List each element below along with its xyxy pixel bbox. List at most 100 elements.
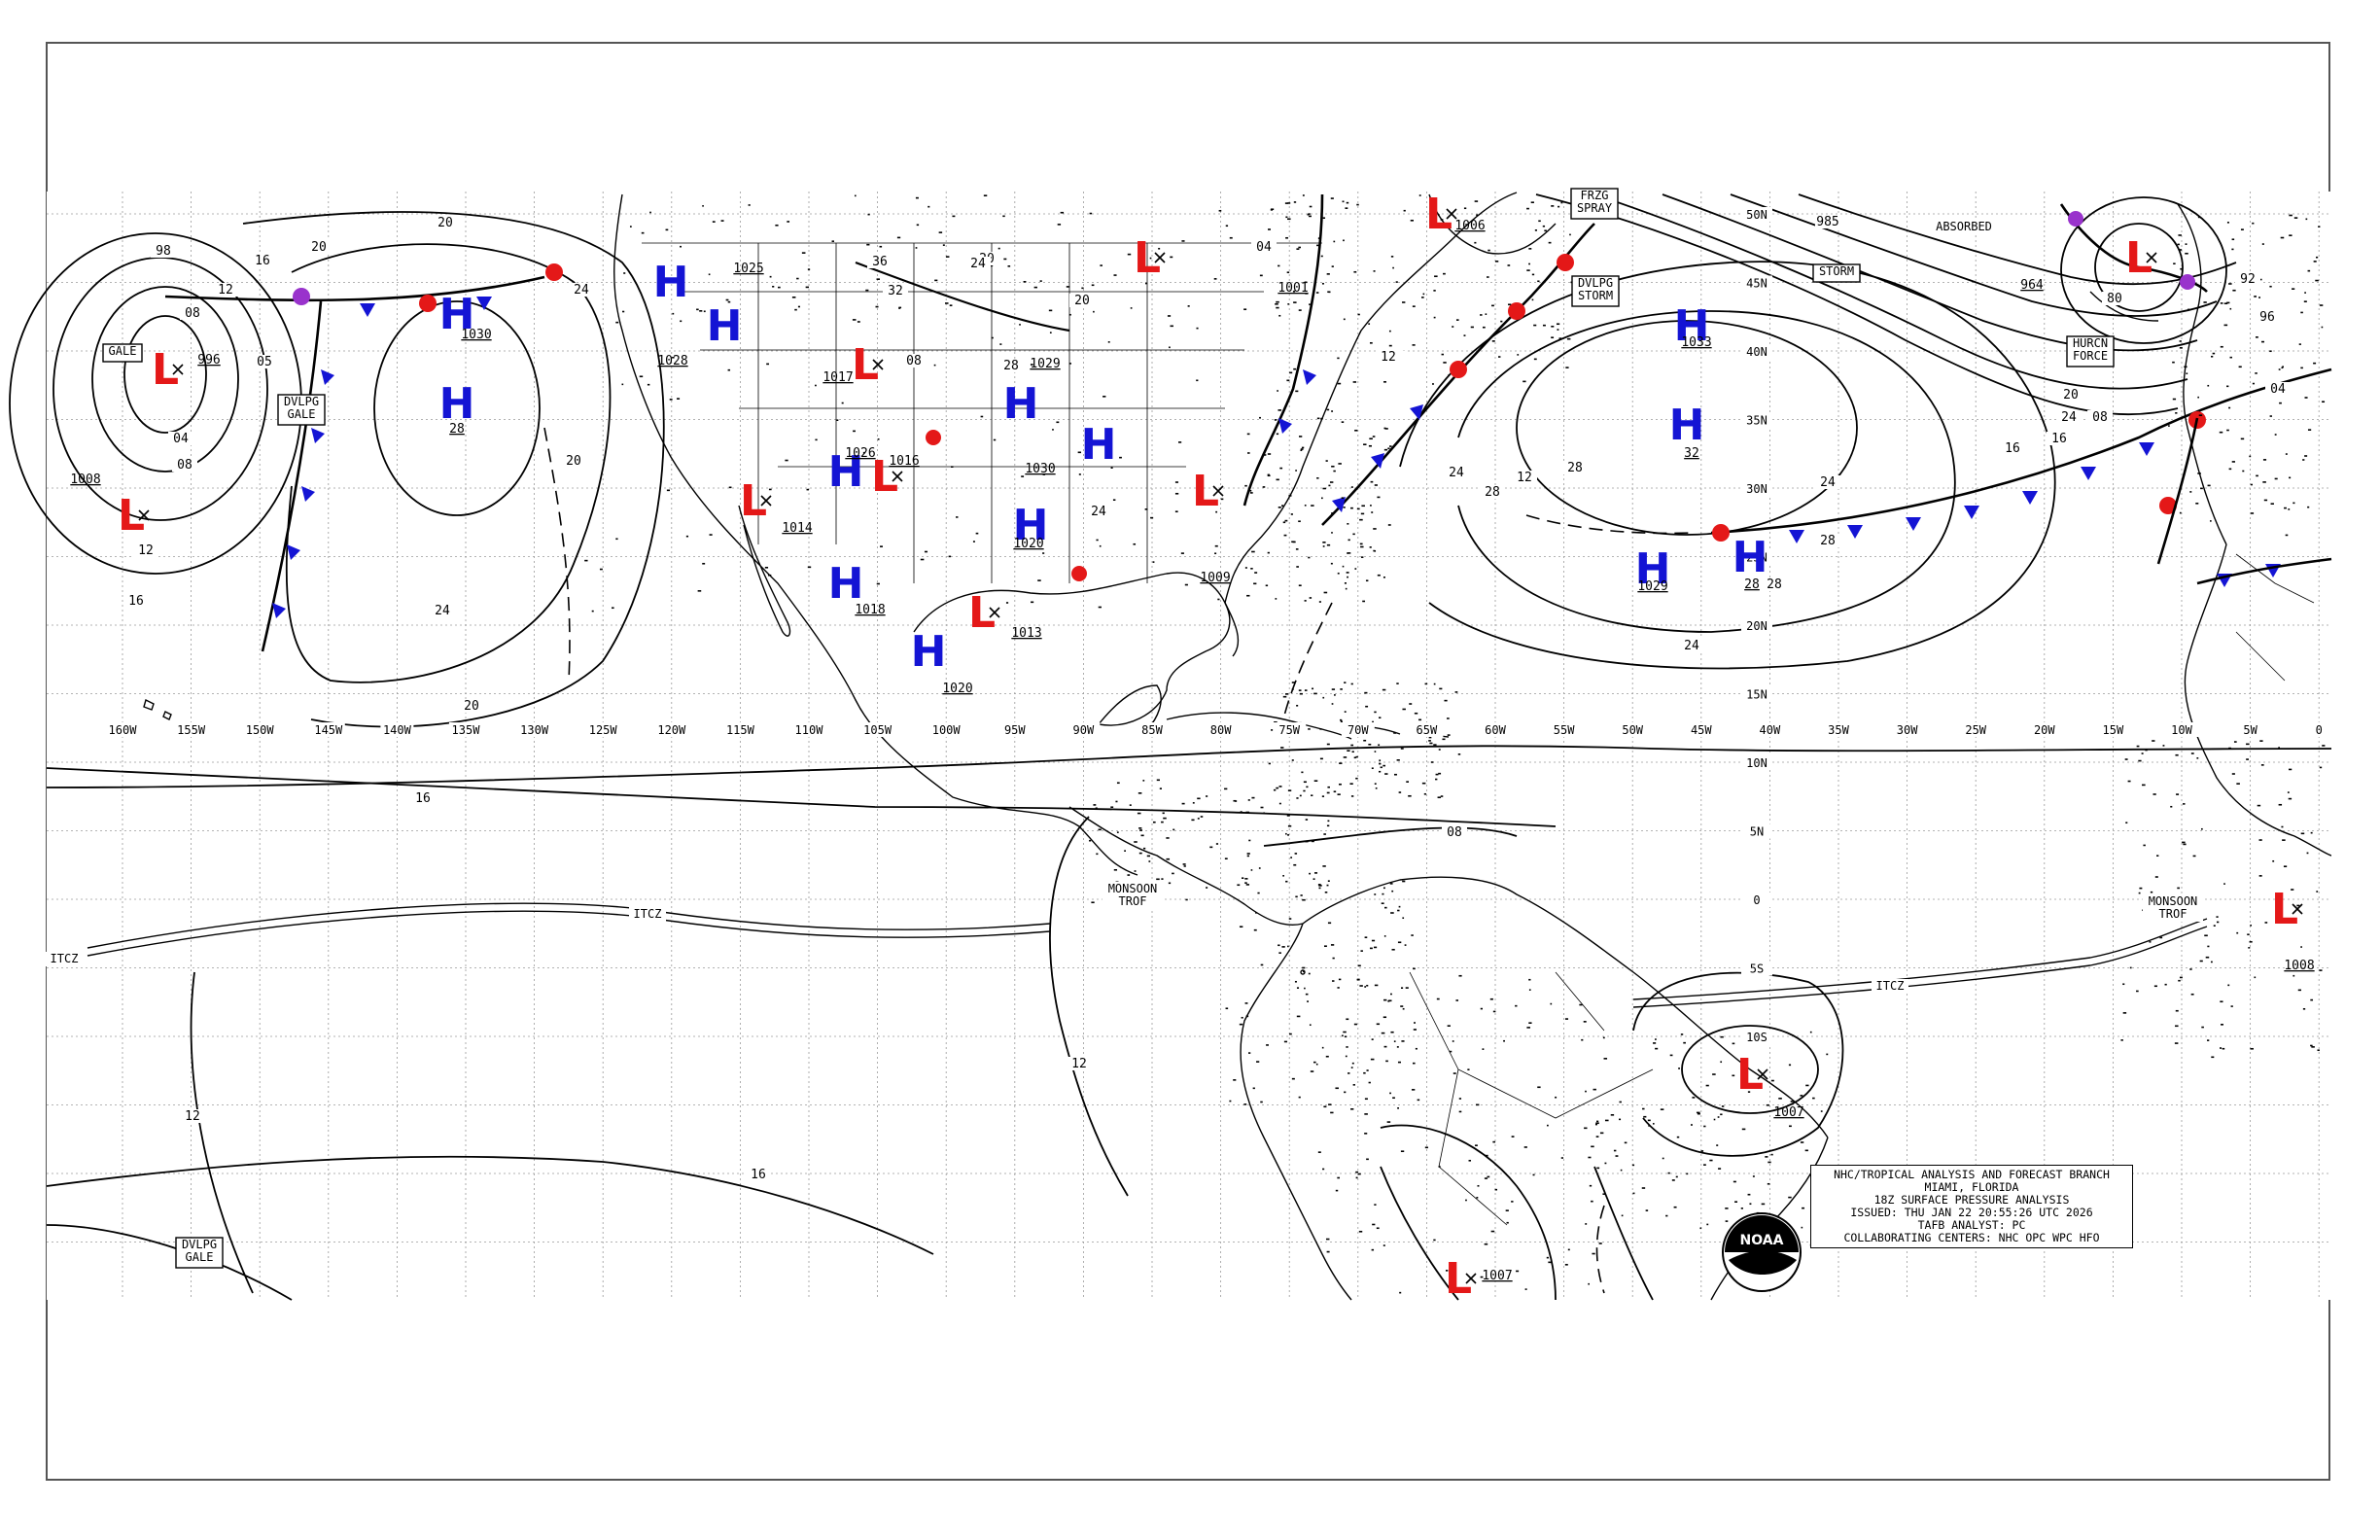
longitude-label: 35W: [1828, 723, 1849, 737]
isobar-label: 12: [138, 543, 154, 558]
warning-label: STORM: [1819, 264, 1854, 278]
low-pressure-symbol: L: [1445, 1254, 1472, 1304]
isobar-label: 16: [255, 254, 270, 268]
latitude-label: 20N: [1746, 619, 1768, 633]
longitude-label: 135W: [452, 723, 481, 737]
high-pressure-symbol: H: [828, 559, 864, 609]
high-pressure-symbol: H: [1635, 544, 1671, 594]
warning-label: DVLPG GALE: [284, 395, 319, 421]
pressure-value: 996: [197, 353, 220, 368]
isobar-label: 16: [2051, 432, 2067, 446]
info-line: NHC/TROPICAL ANALYSIS AND FORECAST BRANC…: [1834, 1168, 2110, 1181]
longitude-label: 40W: [1760, 723, 1781, 737]
pressure-value: 1029: [1030, 357, 1060, 371]
isobar-label: 05: [257, 355, 272, 369]
longitude-label: 20W: [2034, 723, 2055, 737]
latitude-label: 30N: [1746, 482, 1768, 496]
pressure-value: 1016: [889, 454, 919, 469]
latitude-label: 45N: [1746, 277, 1768, 291]
low-center-mark: [892, 471, 903, 482]
longitude-label: 15W: [2103, 723, 2124, 737]
longitude-labels: 160W 155W 150W 145W 140W 135W 130W 125W 120W 115W…: [106, 722, 2336, 737]
pressure-value: 1001: [1278, 281, 1308, 296]
longitude-label: 10W: [2171, 723, 2192, 737]
political-borders: [642, 242, 2315, 1226]
longitude-label: 160W: [109, 723, 138, 737]
isobar-label: 08: [177, 458, 192, 472]
warning-label: DVLPG STORM: [1578, 276, 1613, 302]
isobar-label: 36: [872, 255, 888, 269]
high-pressure-symbol: H: [707, 301, 743, 351]
lat-lon-grid: [47, 192, 2331, 1300]
longitude-label: 60W: [1485, 723, 1506, 737]
isobar-label: 985: [1816, 215, 1838, 229]
isobar-labels: 9816202012080504081216242024201620242808…: [123, 215, 2291, 1182]
longitude-label: 145W: [314, 723, 343, 737]
isobar-label: 12: [1517, 471, 1532, 485]
longitude-label: 90W: [1073, 723, 1095, 737]
isobar-label: 28: [1567, 461, 1583, 475]
pressure-value: 1006: [1454, 219, 1485, 233]
high-pressure-symbol: H: [1732, 533, 1768, 582]
low-pressure-symbol: L: [2271, 885, 2298, 934]
isobar-label: 20: [566, 454, 581, 469]
longitude-label: 125W: [589, 723, 618, 737]
high-pressure-symbol: H: [911, 627, 947, 677]
high-pressure-symbol: H: [439, 379, 475, 429]
low-center-mark: [2292, 903, 2303, 915]
longitude-label: 100W: [932, 723, 962, 737]
low-center-mark: [172, 364, 184, 375]
pressure-value: 1033: [1681, 335, 1711, 350]
warning-box: [175, 1237, 224, 1269]
longitude-label: 75W: [1278, 723, 1300, 737]
isobar-label: 08: [1447, 825, 1462, 840]
pressure-value: 1018: [855, 603, 885, 617]
pressure-value: 1007: [1482, 1269, 1512, 1283]
high-pressure-symbol: H: [1674, 301, 1710, 351]
pressure-value: 1020: [942, 682, 972, 696]
longitude-label: 85W: [1141, 723, 1163, 737]
longitude-label: 155W: [177, 723, 206, 737]
warning-boxes: GALE DVLPG GALE DVLPG GALE FRZG SPRAY DVLPG STOR…: [102, 188, 2115, 1269]
isobar-label: 12: [185, 1109, 200, 1124]
longitude-label: 130W: [520, 723, 549, 737]
low-center-mark: [989, 607, 1000, 618]
pressure-value: 1030: [1025, 462, 1055, 476]
longitude-label: 110W: [795, 723, 824, 737]
isobar-label: 04: [2270, 382, 2286, 397]
latitude-label: 5N: [1750, 825, 1764, 839]
pressure-value: 1028: [657, 354, 687, 368]
pressure-value: 1008: [70, 472, 100, 487]
isobar-label: 04: [1256, 240, 1272, 255]
fronts: [164, 193, 2332, 652]
warning-box: [277, 394, 326, 426]
pressure-value: 1008: [2284, 959, 2314, 973]
longitude-label: 55W: [1554, 723, 1575, 737]
low-center-mark: [872, 359, 884, 370]
latitude-label: 0: [1753, 893, 1760, 907]
pressure-value: 1014: [782, 521, 812, 536]
high-pressure-symbol: H: [1003, 379, 1039, 429]
feature-label: ITCZ: [51, 952, 79, 965]
latitude-label: 15N: [1746, 688, 1768, 702]
pressure-value: 32: [1684, 446, 1699, 461]
isobar-label: 24: [1091, 505, 1106, 519]
low-center-mark: [1446, 208, 1457, 220]
isobar-label: 28: [1003, 359, 1019, 373]
feature-label: MONSOON TROF: [1108, 882, 1158, 908]
latitude-label: 10S: [1746, 1031, 1768, 1044]
low-pressure-symbol: L: [118, 491, 145, 541]
longitude-label: 80W: [1210, 723, 1232, 737]
longitude-label: 25W: [1965, 723, 1986, 737]
info-line: 18Z SURFACE PRESSURE ANALYSIS: [1873, 1193, 2070, 1207]
latitude-label: 25N: [1746, 551, 1768, 565]
isobar-label: 20: [438, 216, 453, 230]
isobar-label: 16: [128, 594, 144, 609]
latitude-label: 50N: [1746, 208, 1768, 222]
feature-labels: ABSORBED ITCZ ITCZ ITCZ MONSOON TROF MONSOON TR…: [46, 220, 2203, 994]
isobar-label: 08: [2092, 410, 2108, 425]
feature-label: ABSORBED: [1936, 220, 1992, 233]
feature-label: MONSOON TROF: [2149, 894, 2198, 921]
isobar-label: 08: [906, 354, 922, 368]
info-line: MIAMI, FLORIDA: [1924, 1180, 2019, 1194]
